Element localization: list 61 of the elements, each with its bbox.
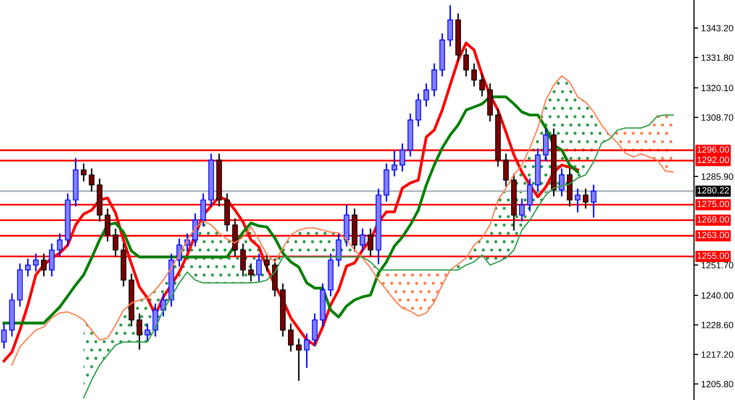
ref-line-label: 1255.00 [697, 252, 730, 259]
candlestick [56, 232, 63, 258]
candlestick [136, 312, 142, 350]
y-tick-label: 1343.20 [702, 24, 734, 32]
y-tick-label: 1320.10 [702, 84, 734, 92]
ref-line-label: 1296.00 [697, 146, 730, 153]
candlestick [240, 242, 246, 278]
candlestick [144, 322, 150, 342]
candlestick [558, 168, 565, 198]
candlestick [519, 198, 525, 222]
y-tick-label: 1205.80 [702, 380, 734, 388]
y-tick-label: 1240.00 [702, 292, 734, 299]
candlestick [312, 312, 318, 348]
candlestick [25, 258, 31, 278]
y-tick-label: 1251.70 [702, 262, 734, 268]
candlestick [503, 152, 509, 188]
y-tick-label: 1285.90 [702, 173, 734, 180]
candlestick [582, 188, 588, 210]
candlestick [248, 262, 254, 282]
candlestick [192, 212, 198, 248]
candlestick [400, 142, 406, 172]
y-tick-label: 1308.70 [702, 114, 734, 121]
candlestick [471, 62, 477, 88]
candlestick [1, 322, 7, 350]
candlestick [296, 338, 302, 382]
candlestick [336, 232, 342, 268]
candlestick [80, 162, 86, 182]
candlestick [431, 62, 438, 98]
candlestick [527, 178, 533, 212]
candlestick [423, 82, 430, 108]
ref-line-label: 1269.00 [697, 216, 730, 223]
candlestick [542, 128, 549, 162]
candlestick [360, 228, 366, 252]
y-tick-label: 1331.80 [702, 54, 734, 61]
candlestick [41, 252, 47, 278]
candlestick [463, 48, 469, 78]
y-tick-label: 1217.20 [702, 351, 734, 358]
y-tick-label: 1228.60 [702, 322, 734, 328]
ref-line-label: 1292.00 [697, 156, 730, 164]
candlestick [104, 208, 110, 242]
candlestick [447, 4, 453, 48]
candlestick [200, 192, 206, 228]
candlestick [590, 184, 596, 218]
candlestick [479, 72, 485, 98]
candlestick [368, 228, 374, 258]
candlestick [256, 252, 262, 282]
candlestick [88, 168, 94, 192]
ref-line-label: 1263.00 [697, 232, 730, 238]
candlestick [48, 242, 55, 278]
candlestick [574, 188, 580, 214]
ref-line-label: 1275.00 [697, 200, 730, 208]
line-series [2, 96, 580, 324]
candlestick [304, 332, 310, 369]
candlestick [33, 252, 39, 272]
candlestick [264, 252, 270, 272]
ref-line-label: 1280.22 [697, 187, 729, 194]
candlestick [112, 228, 118, 258]
candlestick [288, 322, 294, 352]
candlestick [416, 92, 422, 128]
line-series [11, 75, 674, 366]
candlestick [392, 150, 398, 178]
